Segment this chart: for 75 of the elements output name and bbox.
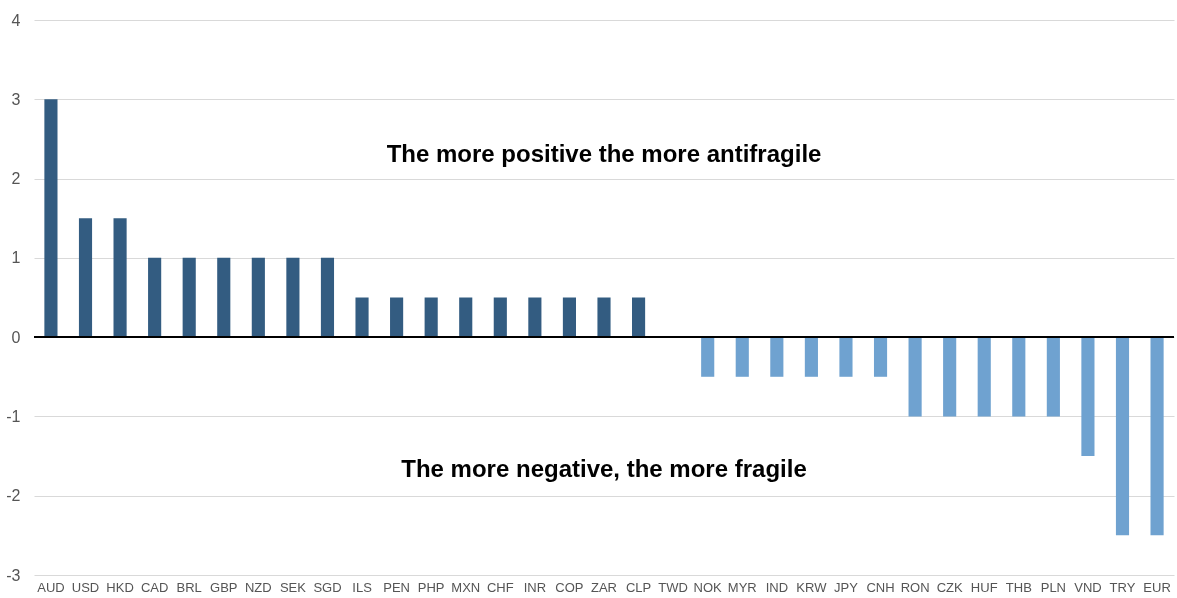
x-tick-label: ILS [352,579,373,595]
x-tick-label: BRL [176,579,202,595]
x-tick-label: MYR [727,579,757,595]
x-tick-label: MXN [451,579,481,595]
bar [355,297,369,338]
bar [182,257,196,338]
bar [459,297,473,338]
x-tick-label: SGD [313,579,342,595]
x-tick-label: COP [555,579,584,595]
bar [977,337,991,417]
x-tick-label: CZK [936,579,963,595]
y-tick-label: 2 [11,170,21,188]
x-tick-label: USD [71,579,100,595]
x-tick-label: GBP [210,579,238,595]
bar [78,218,93,338]
y-tick-label: 1 [11,249,21,267]
x-tick-label: ZAR [591,579,617,595]
x-tick-label: NZD [244,579,272,595]
y-tick-label: 3 [11,90,21,108]
bar [113,218,127,338]
bar [597,297,611,338]
bar [44,99,58,338]
x-tick-label: THB [1005,579,1032,595]
y-tick-label: 0 [11,328,21,346]
x-tick-label: CHF [486,579,514,595]
bar [424,297,438,338]
bar [1115,337,1130,536]
x-tick-label: NOK [693,579,723,595]
bar [286,257,300,338]
x-tick-label: PHP [417,579,445,595]
bar [632,297,646,338]
x-tick-label: PLN [1040,579,1067,595]
annotation: The more negative, the more fragile [401,455,807,482]
annotation: The more positive the more antifragile [386,140,822,167]
x-tick-label: PEN [383,579,410,595]
bar [908,337,922,417]
x-tick-label: CLP [625,579,652,595]
x-tick-label: AUD [37,579,65,595]
bar [1081,337,1095,457]
bar [873,337,888,377]
bar [217,257,231,338]
bar [735,337,749,377]
y-tick-label: -2 [6,487,21,505]
x-tick-label: KRW [796,579,828,595]
bar [320,257,335,338]
x-tick-label: SEK [279,579,307,595]
y-tick-label: -1 [6,407,21,425]
x-tick-label: TRY [1109,579,1136,595]
bar [1150,337,1164,536]
bar [701,337,715,377]
bar [1012,337,1026,417]
bar [804,337,818,377]
bar [562,297,576,338]
bar [770,337,784,377]
x-tick-label: HUF [970,579,998,595]
bar [528,297,542,338]
y-tick-label: -3 [6,566,21,584]
x-tick-label: HKD [106,579,134,595]
x-tick-label: TWD [658,579,688,595]
bar [148,257,162,338]
x-tick-label: EUR [1143,579,1171,595]
bar [943,337,957,417]
x-tick-label: CAD [140,579,169,595]
bar [1046,337,1060,417]
x-tick-label: IND [765,579,789,595]
y-tick-label: 4 [11,11,21,29]
bar [839,337,853,377]
x-tick-label: CNH [866,579,895,595]
bar [390,297,404,338]
x-tick-label: VND [1074,579,1102,595]
bar [251,257,265,338]
x-tick-label: JPY [834,579,859,595]
x-tick-label: RON [900,579,930,595]
x-tick-label: INR [523,579,547,595]
bar [493,297,507,338]
